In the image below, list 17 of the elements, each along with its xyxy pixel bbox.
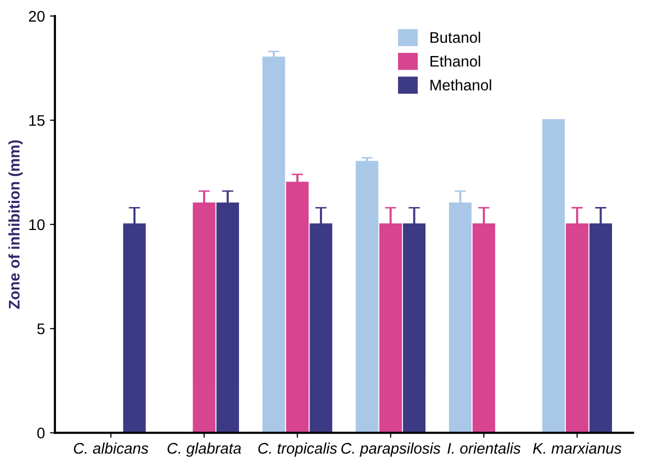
legend-label: Methanol <box>430 79 492 91</box>
x-tick-label: C. glabrata <box>168 442 241 457</box>
x-tick-label: C. albicans <box>74 442 148 454</box>
x-tick-label: C. parapsilosis <box>341 442 440 457</box>
bar <box>542 119 565 433</box>
x-tick-label: K. marxianus <box>533 442 622 454</box>
y-tick-label: 20 <box>28 10 45 22</box>
y-tick-label: 0 <box>37 428 45 438</box>
x-tick-label: I. orientalis <box>448 442 520 454</box>
legend-label: Ethanol <box>430 55 480 67</box>
y-tick-label: 15 <box>29 115 45 126</box>
x-tick-label: C. tropicalis <box>258 442 337 457</box>
bar <box>356 160 378 433</box>
legend-label: Butanol <box>430 32 480 43</box>
y-axis-title: Zone of inhibition (mm) <box>8 140 23 309</box>
y-tick-label: 10 <box>29 219 45 230</box>
y-tick-label: 5 <box>37 324 45 334</box>
